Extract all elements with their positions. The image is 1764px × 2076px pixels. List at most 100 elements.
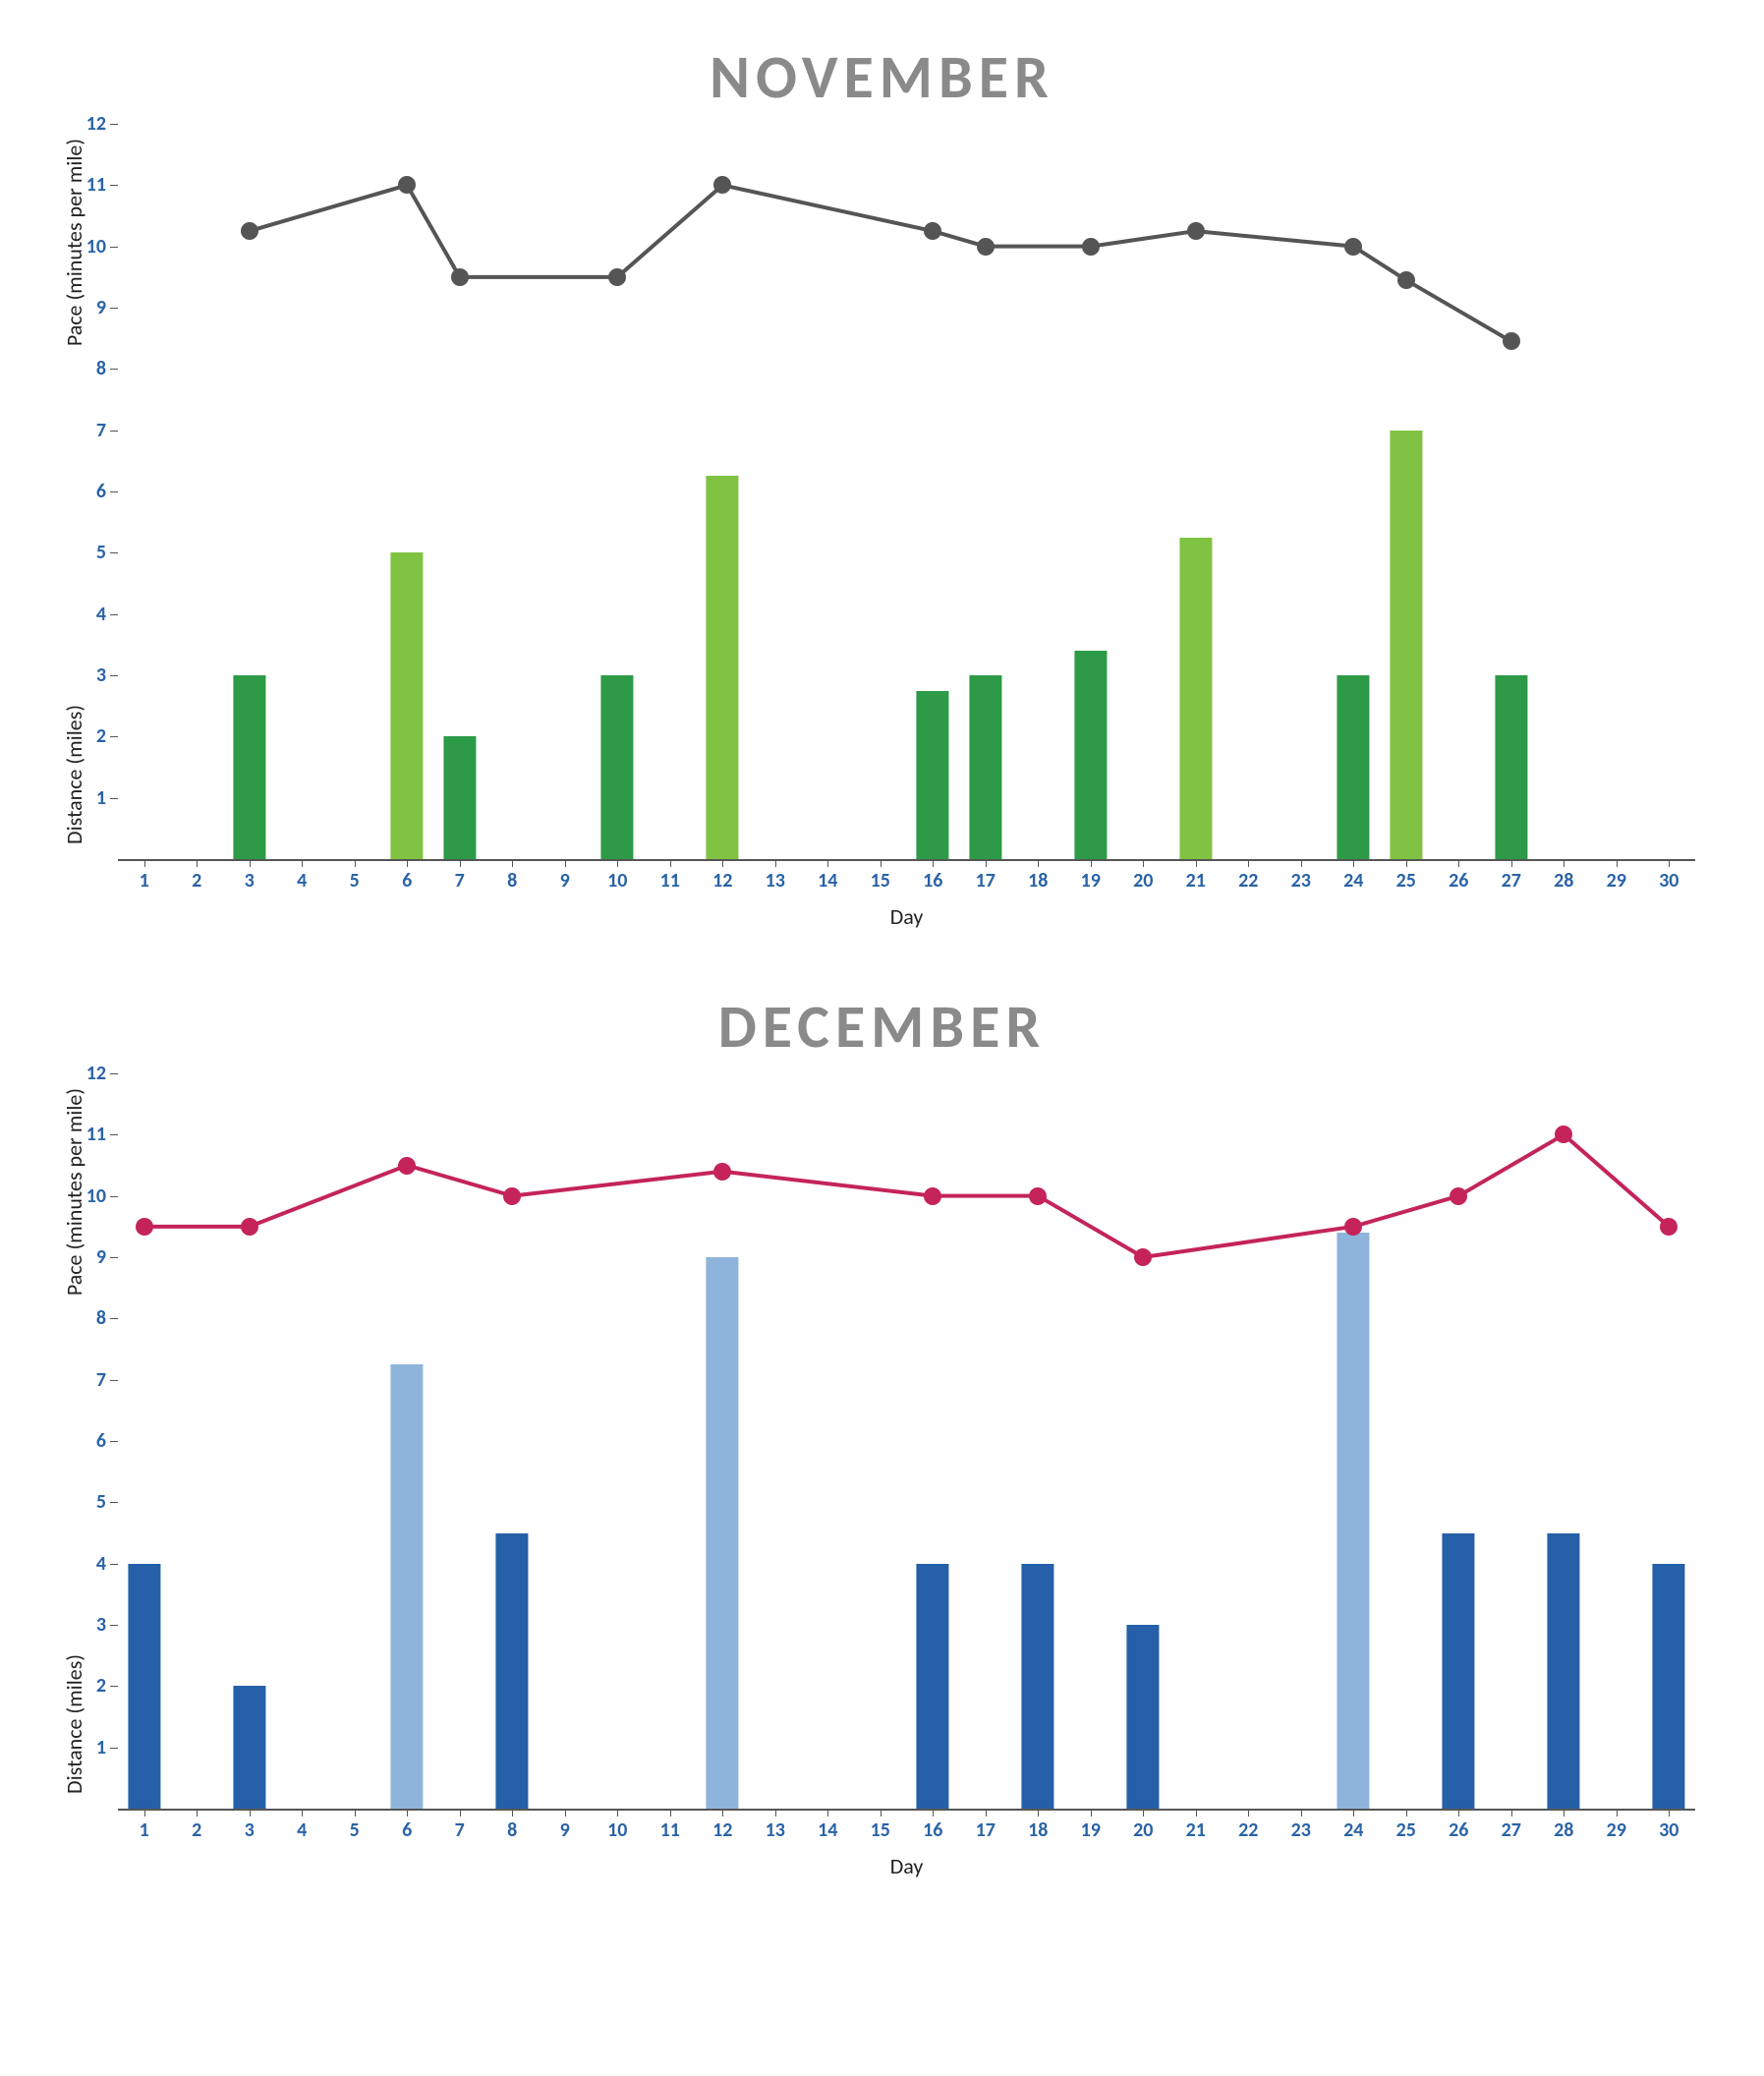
pace-marker [1660,1218,1678,1236]
chart-title: DECEMBER [49,989,1715,1064]
distance-bar [601,675,634,859]
y-tick [110,185,118,186]
x-tick [407,1809,408,1816]
pace-marker [136,1218,153,1236]
y-tick-label: 1 [96,1736,106,1759]
x-tick [1301,859,1302,867]
y-tick [110,1564,118,1565]
y-tick-label: 4 [96,1552,106,1576]
x-tick-label: 18 [1028,869,1048,893]
x-tick-label: 22 [1238,869,1258,893]
x-tick-label: 14 [818,869,837,893]
x-tick-label: 28 [1554,1818,1573,1842]
distance-bar [1653,1564,1685,1809]
distance-bar [969,675,1001,859]
x-tick-label: 23 [1291,1818,1311,1842]
x-tick-label: 5 [350,1818,360,1842]
x-tick-label: 14 [818,1818,837,1842]
x-tick [933,1809,934,1816]
x-tick-label: 4 [297,869,307,893]
y-axis-title-pace: Pace (minutes per mile) [61,139,87,346]
distance-bar [1074,651,1107,859]
x-tick-label: 13 [766,1818,785,1842]
distance-bar [1548,1533,1580,1810]
x-tick [617,1809,618,1816]
pace-marker [713,1163,731,1181]
distance-bar [1337,675,1370,859]
x-tick-label: 11 [660,869,680,893]
x-tick [1458,859,1459,867]
x-tick [1669,859,1670,867]
chart-title: NOVEMBER [49,39,1715,114]
y-tick [110,491,118,492]
distance-bar [496,1533,529,1810]
distance-bar [1179,538,1212,859]
y-tick [110,1073,118,1074]
x-tick-label: 7 [455,869,465,893]
x-tick [1248,859,1249,867]
y-tick [110,798,118,799]
pace-marker [924,1187,941,1205]
x-tick-label: 7 [455,1818,465,1842]
x-tick [1353,1809,1354,1816]
x-tick [1458,1809,1459,1816]
y-axis-title-distance: Distance (miles) [61,705,87,844]
y-tick [110,552,118,553]
pace-marker [713,176,731,194]
y-tick-label: 7 [96,1368,106,1392]
x-tick [775,1809,776,1816]
distance-bar [391,1364,424,1809]
y-tick [110,247,118,248]
y-tick [110,1196,118,1197]
pace-marker [1187,222,1205,240]
x-tick-label: 10 [607,869,627,893]
x-axis-title: Day [890,1853,924,1879]
x-tick [986,859,987,867]
distance-bar [1443,1533,1475,1810]
x-tick-label: 30 [1659,1818,1679,1842]
x-tick [144,1809,145,1816]
chart-area: 1234567891011121234567891011121314151617… [49,124,1715,930]
distance-bar [391,552,424,859]
x-tick-label: 20 [1133,869,1153,893]
x-tick-label: 18 [1028,1818,1048,1842]
distance-bar [1022,1564,1054,1809]
x-tick-label: 23 [1291,869,1311,893]
distance-bar [128,1564,160,1809]
x-tick-label: 29 [1607,869,1626,893]
pace-marker [398,176,416,194]
x-tick [1196,1809,1197,1816]
x-tick-label: 9 [560,869,570,893]
x-tick-label: 24 [1343,869,1363,893]
distance-bar [707,1257,739,1809]
x-tick [1038,1809,1039,1816]
x-tick [1617,1809,1618,1816]
x-tick [355,859,356,867]
x-tick [302,1809,303,1816]
x-tick [1143,1809,1144,1816]
x-tick-label: 25 [1396,1818,1416,1842]
x-tick-label: 26 [1449,869,1468,893]
x-tick [250,1809,251,1816]
y-tick-label: 8 [96,357,106,380]
x-tick-label: 12 [712,869,732,893]
y-axis-title-distance: Distance (miles) [61,1654,87,1794]
x-tick [144,859,145,867]
distance-bar [1390,431,1422,859]
x-tick [722,1809,723,1816]
y-tick-label: 1 [96,786,106,810]
y-tick [110,736,118,737]
x-tick-label: 27 [1502,1818,1521,1842]
x-tick-label: 29 [1607,1818,1626,1842]
x-tick [933,859,934,867]
x-tick-label: 3 [245,1818,255,1842]
distance-bar [443,736,476,859]
y-tick-label: 11 [86,1123,106,1146]
y-tick-label: 7 [96,419,106,442]
y-tick [110,1318,118,1319]
x-tick [670,1809,671,1816]
x-tick-label: 4 [297,1818,307,1842]
pace-marker [1344,238,1362,256]
pace-marker [608,268,626,286]
x-tick-label: 24 [1343,1818,1363,1842]
